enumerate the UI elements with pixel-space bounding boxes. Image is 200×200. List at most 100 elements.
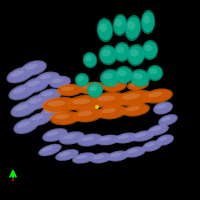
Ellipse shape xyxy=(42,107,62,117)
Ellipse shape xyxy=(76,155,87,159)
Ellipse shape xyxy=(83,85,96,89)
Ellipse shape xyxy=(42,97,78,113)
Ellipse shape xyxy=(114,16,126,34)
Ellipse shape xyxy=(100,47,116,63)
Ellipse shape xyxy=(150,127,161,131)
Ellipse shape xyxy=(147,124,169,136)
Ellipse shape xyxy=(47,101,65,106)
Ellipse shape xyxy=(133,73,143,79)
Ellipse shape xyxy=(15,119,37,133)
Ellipse shape xyxy=(141,10,155,34)
Ellipse shape xyxy=(14,118,38,134)
Ellipse shape xyxy=(115,44,129,60)
Ellipse shape xyxy=(148,125,168,135)
Ellipse shape xyxy=(25,79,47,91)
Ellipse shape xyxy=(147,65,163,81)
Ellipse shape xyxy=(12,179,14,181)
Ellipse shape xyxy=(99,45,117,65)
Ellipse shape xyxy=(28,112,52,126)
Ellipse shape xyxy=(110,153,121,157)
Ellipse shape xyxy=(27,96,49,108)
Ellipse shape xyxy=(107,83,119,87)
Ellipse shape xyxy=(127,149,138,153)
Ellipse shape xyxy=(50,111,80,125)
Ellipse shape xyxy=(88,83,102,97)
Ellipse shape xyxy=(12,102,36,116)
Ellipse shape xyxy=(125,15,141,41)
Ellipse shape xyxy=(97,96,115,101)
Ellipse shape xyxy=(50,77,70,87)
Ellipse shape xyxy=(37,73,59,83)
Ellipse shape xyxy=(142,141,162,151)
Ellipse shape xyxy=(115,133,137,143)
Ellipse shape xyxy=(90,153,112,163)
Ellipse shape xyxy=(157,135,173,145)
Ellipse shape xyxy=(130,69,150,87)
Ellipse shape xyxy=(114,133,138,143)
Ellipse shape xyxy=(75,109,101,121)
Ellipse shape xyxy=(8,68,32,82)
Ellipse shape xyxy=(98,20,112,40)
Ellipse shape xyxy=(42,147,53,151)
Ellipse shape xyxy=(114,42,130,62)
Ellipse shape xyxy=(103,80,127,92)
Ellipse shape xyxy=(127,80,149,90)
Ellipse shape xyxy=(115,66,133,84)
Ellipse shape xyxy=(38,144,62,156)
Ellipse shape xyxy=(85,56,92,61)
Ellipse shape xyxy=(130,49,139,57)
Ellipse shape xyxy=(143,42,157,58)
Ellipse shape xyxy=(97,105,127,119)
Ellipse shape xyxy=(44,129,66,141)
Ellipse shape xyxy=(142,40,158,60)
Ellipse shape xyxy=(95,105,99,109)
Ellipse shape xyxy=(72,99,90,104)
Ellipse shape xyxy=(118,135,130,139)
Ellipse shape xyxy=(101,70,119,86)
Ellipse shape xyxy=(49,76,71,88)
Ellipse shape xyxy=(131,70,149,86)
Ellipse shape xyxy=(57,150,77,160)
Ellipse shape xyxy=(127,21,135,30)
Ellipse shape xyxy=(55,149,79,161)
Ellipse shape xyxy=(107,151,129,161)
Ellipse shape xyxy=(52,79,63,83)
Ellipse shape xyxy=(103,73,113,79)
Ellipse shape xyxy=(25,94,51,110)
Ellipse shape xyxy=(158,114,178,126)
Ellipse shape xyxy=(100,69,120,87)
Ellipse shape xyxy=(108,151,128,161)
Ellipse shape xyxy=(79,82,105,94)
Ellipse shape xyxy=(72,153,96,163)
Ellipse shape xyxy=(39,90,61,100)
Ellipse shape xyxy=(77,134,103,146)
Ellipse shape xyxy=(32,115,43,120)
Ellipse shape xyxy=(67,95,103,111)
Ellipse shape xyxy=(145,90,171,102)
Ellipse shape xyxy=(11,101,37,117)
Ellipse shape xyxy=(55,114,69,119)
Ellipse shape xyxy=(87,82,103,98)
Ellipse shape xyxy=(78,135,102,145)
Ellipse shape xyxy=(97,18,113,42)
Ellipse shape xyxy=(104,81,126,91)
Ellipse shape xyxy=(7,67,33,83)
Ellipse shape xyxy=(159,137,168,141)
Ellipse shape xyxy=(27,81,40,87)
Ellipse shape xyxy=(161,117,171,121)
Ellipse shape xyxy=(132,131,154,141)
Ellipse shape xyxy=(44,109,55,113)
Ellipse shape xyxy=(154,103,172,113)
Ellipse shape xyxy=(119,91,151,105)
Ellipse shape xyxy=(57,84,83,96)
Ellipse shape xyxy=(59,152,70,156)
Ellipse shape xyxy=(84,53,96,67)
Ellipse shape xyxy=(61,87,74,91)
Ellipse shape xyxy=(113,14,127,36)
Ellipse shape xyxy=(156,104,166,109)
Ellipse shape xyxy=(15,104,28,111)
Ellipse shape xyxy=(125,147,145,157)
Ellipse shape xyxy=(128,80,148,90)
Ellipse shape xyxy=(38,89,62,101)
Ellipse shape xyxy=(23,62,45,74)
